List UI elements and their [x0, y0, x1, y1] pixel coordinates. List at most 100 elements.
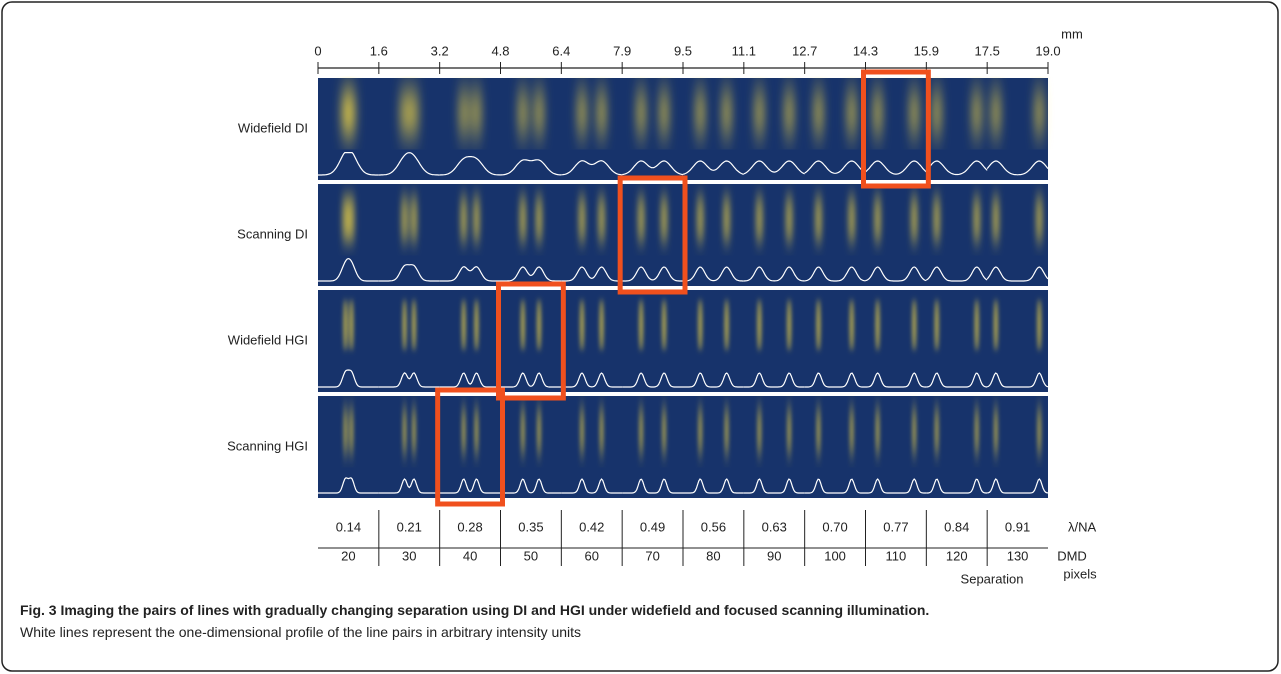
table-cell: 0.63: [762, 519, 787, 534]
line-image: [787, 193, 792, 245]
table-cell: 110: [886, 548, 907, 563]
line-image: [349, 193, 354, 245]
line-image: [401, 87, 409, 139]
caption-text: White lines represent the one-dimensiona…: [20, 624, 581, 640]
line-image: [933, 87, 941, 139]
line-image: [848, 87, 856, 139]
line-image: [521, 299, 524, 351]
line-image: [600, 405, 603, 457]
line-image: [876, 299, 879, 351]
table-cell: 0.84: [944, 519, 969, 534]
table-cell: 0.77: [883, 519, 908, 534]
table-cell: 0.14: [336, 519, 361, 534]
line-image: [600, 299, 603, 351]
line-image: [973, 87, 981, 139]
scale-unit: mm: [1061, 26, 1083, 41]
line-image: [935, 299, 938, 351]
table-cell: 20: [341, 548, 355, 563]
line-image: [699, 405, 702, 457]
line-image: [757, 193, 762, 245]
scale-tick-label: 15.9: [914, 43, 939, 58]
table-cell: 40: [463, 548, 477, 563]
line-image: [993, 193, 998, 245]
table-cell: 60: [585, 548, 599, 563]
line-image: [817, 405, 820, 457]
line-image: [875, 193, 880, 245]
line-image: [411, 193, 416, 245]
scale-tick-label: 11.1: [732, 43, 756, 58]
line-image: [403, 299, 406, 351]
table-cell: 120: [946, 548, 968, 563]
line-image: [1035, 87, 1043, 139]
line-image: [876, 405, 879, 457]
line-image: [412, 299, 415, 351]
line-image: [725, 405, 728, 457]
figure: mm λ/NA DMD pixels Separation 01.63.24.8…: [0, 0, 1281, 674]
line-image: [758, 405, 761, 457]
line-image: [538, 405, 541, 457]
line-image: [935, 405, 938, 457]
line-image: [910, 87, 918, 139]
line-image: [662, 299, 665, 351]
line-image: [348, 87, 356, 139]
scale-tick-label: 4.8: [491, 43, 509, 58]
scale-tick-label: 14.3: [853, 43, 878, 58]
line-image: [994, 405, 997, 457]
line-image: [639, 193, 644, 245]
line-image: [723, 87, 731, 139]
separation-label: Separation: [961, 571, 1024, 586]
line-image: [698, 193, 703, 245]
line-image: [696, 87, 704, 139]
scale-tick-label: 17.5: [975, 43, 1000, 58]
line-image: [475, 405, 478, 457]
line-image: [660, 87, 668, 139]
caption-title: Fig. 3 Imaging the pairs of lines with g…: [20, 602, 929, 618]
line-image: [934, 193, 939, 245]
line-image: [350, 405, 353, 457]
line-image: [662, 193, 667, 245]
line-image: [1038, 405, 1041, 457]
table-cell: 50: [524, 548, 538, 563]
line-image: [913, 405, 916, 457]
line-image: [410, 87, 418, 139]
line-image: [849, 193, 854, 245]
line-image: [578, 87, 586, 139]
line-image: [462, 405, 465, 457]
row-label: Scanning DI: [237, 226, 308, 241]
scale-tick-label: 0: [314, 43, 321, 58]
line-image: [974, 193, 979, 245]
line-image: [579, 193, 584, 245]
table-cell: 70: [645, 548, 659, 563]
line-image: [756, 87, 764, 139]
table-cell: 0.28: [457, 519, 482, 534]
line-image: [637, 87, 645, 139]
line-image: [460, 87, 468, 139]
line-image: [992, 87, 1000, 139]
line-image: [598, 87, 606, 139]
line-image: [639, 299, 642, 351]
line-image: [788, 299, 791, 351]
line-image: [521, 405, 524, 457]
scale-tick-label: 6.4: [552, 43, 570, 58]
line-image: [913, 299, 916, 351]
line-image: [537, 193, 542, 245]
table-cell: 0.70: [822, 519, 847, 534]
line-image: [850, 299, 853, 351]
line-image: [343, 193, 348, 245]
table-cell: 30: [402, 548, 416, 563]
line-image: [403, 405, 406, 457]
line-image: [413, 405, 416, 457]
line-image: [758, 299, 761, 351]
table-cell: 130: [1007, 548, 1029, 563]
scale-tick-label: 7.9: [613, 43, 631, 58]
line-image: [816, 193, 821, 245]
line-image: [663, 405, 666, 457]
line-image: [535, 87, 543, 139]
line-image: [912, 193, 917, 245]
table-cell: 0.56: [701, 519, 726, 534]
line-image: [402, 193, 407, 245]
line-image: [1037, 193, 1042, 245]
page: {"scale": {"unit": "mm", "ticks": ["0", …: [0, 0, 1281, 674]
row-label: Widefield DI: [238, 120, 308, 135]
line-image: [725, 299, 728, 351]
